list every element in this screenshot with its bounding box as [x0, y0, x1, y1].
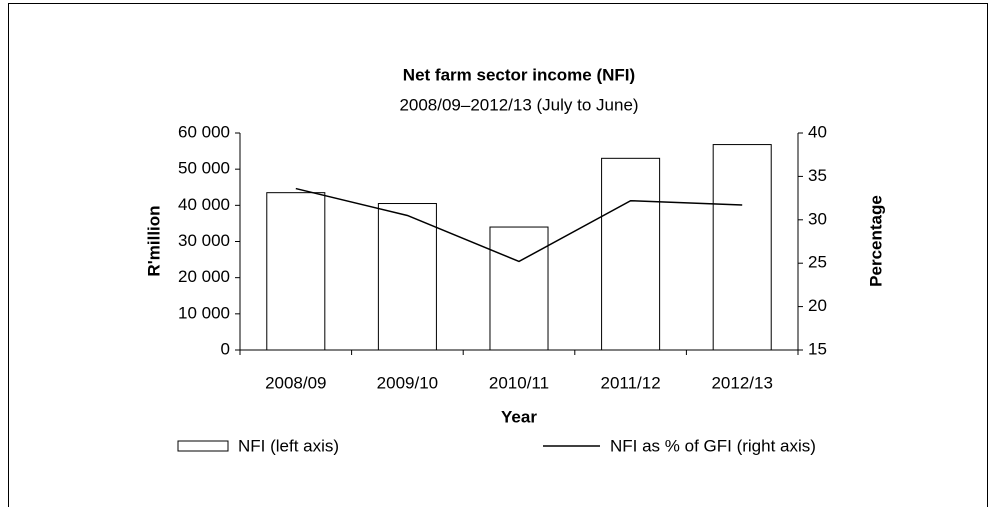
y-tick-label: 40 000	[178, 195, 230, 214]
y2-tick-label: 25	[808, 253, 827, 272]
y-tick-label: 60 000	[178, 122, 230, 141]
y2-tick-label: 40	[808, 122, 827, 141]
x-axis-title: Year	[501, 407, 537, 426]
y-tick-label: 30 000	[178, 231, 230, 250]
legend-label: NFI as % of GFI (right axis)	[610, 436, 816, 455]
x-tick-label: 2009/10	[377, 373, 438, 392]
y-tick-label: 20 000	[178, 267, 230, 286]
y2-tick-label: 20	[808, 296, 827, 315]
y-tick-label: 0	[221, 339, 230, 358]
bar	[377, 203, 437, 351]
chart-title: Net farm sector income (NFI)	[403, 65, 635, 84]
bar	[489, 226, 549, 351]
legend-label: NFI (left axis)	[238, 436, 339, 455]
bar	[266, 192, 326, 351]
x-tick-label: 2008/09	[265, 373, 326, 392]
chart-subtitle: 2008/09–2012/13 (July to June)	[399, 95, 638, 114]
y-tick-label: 10 000	[178, 303, 230, 322]
x-tick-label: 2010/11	[489, 373, 549, 392]
y2-tick-label: 15	[808, 339, 827, 358]
x-tick-label: 2012/13	[711, 373, 772, 392]
bar	[601, 157, 661, 351]
y2-tick-label: 35	[808, 166, 827, 185]
y2-axis-title: Percentage	[866, 195, 885, 287]
y-axis-title: R'million	[144, 205, 163, 276]
y-tick-label: 50 000	[178, 159, 230, 178]
line	[295, 187, 743, 263]
x-tick-label: 2011/12	[600, 373, 660, 392]
legend-swatch	[177, 440, 229, 452]
y2-tick-label: 30	[808, 209, 827, 228]
bar	[712, 144, 772, 351]
